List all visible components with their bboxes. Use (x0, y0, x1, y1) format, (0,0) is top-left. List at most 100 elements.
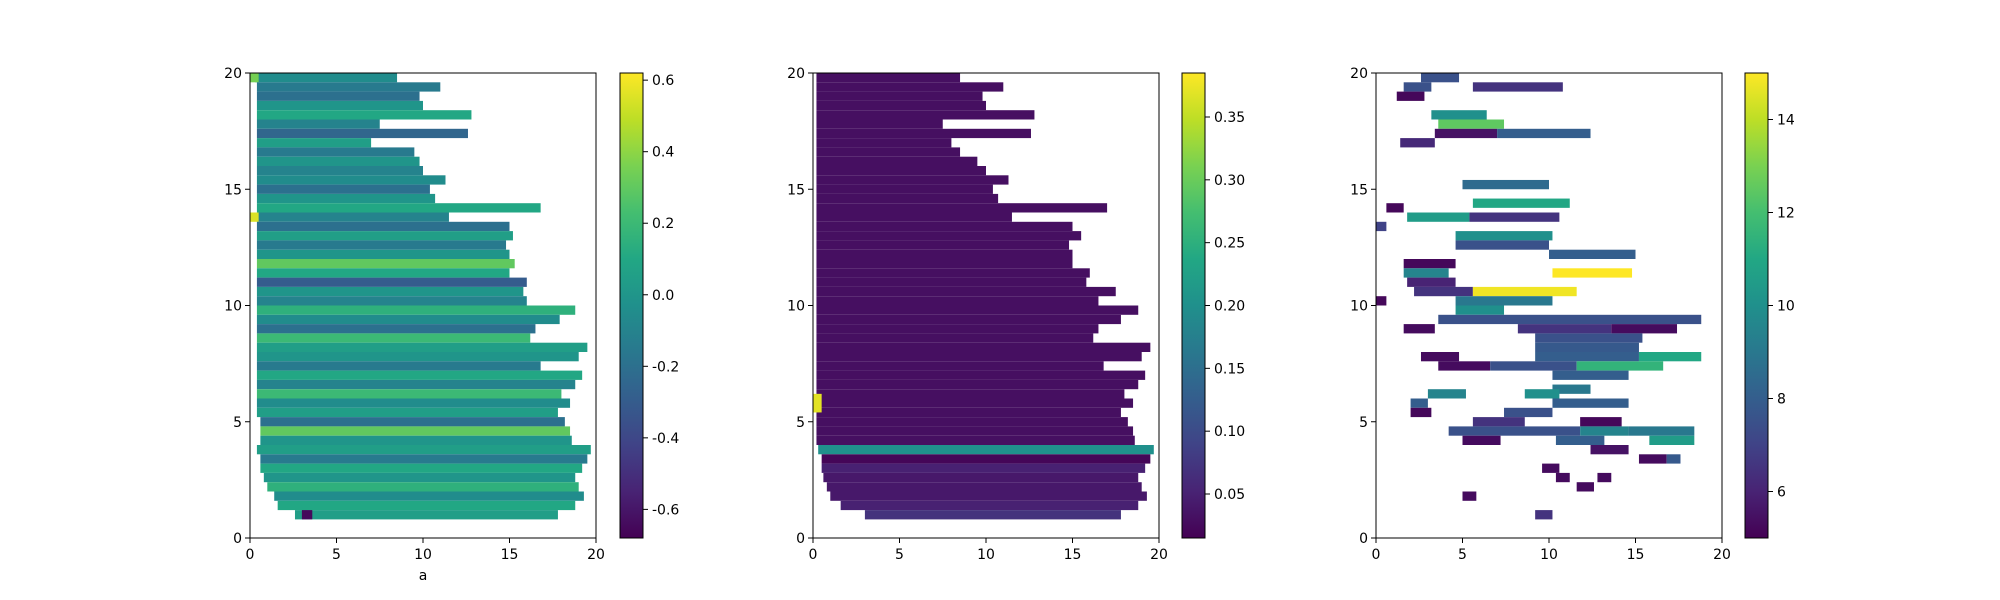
panel-3-cell (1462, 435, 1501, 445)
panel-3-cell (1438, 119, 1505, 129)
panel-1-cell (256, 249, 510, 259)
panel-2-cell (816, 324, 1099, 334)
panel-1-cell (260, 454, 588, 464)
panel-3-ytick-label: 20 (1350, 66, 1368, 82)
panel-3-cell (1396, 91, 1425, 101)
panel-3-xtick-label: 10 (1540, 547, 1558, 563)
panel-2-cell (816, 100, 986, 111)
panel-1-cell (256, 324, 536, 334)
panel-3-colorbar-tick-label: 12 (1777, 206, 1795, 222)
panel-2-cell (816, 389, 1125, 399)
panel-3-colorbar-tick-label: 6 (1777, 485, 1786, 501)
panel-3-cell (1420, 73, 1460, 83)
panel-2-cell (816, 370, 1146, 380)
panel-2-colorbar-tick-label: 0.30 (1214, 173, 1245, 189)
panel-2-cell (816, 240, 1070, 250)
panel-1-ytick-label: 10 (224, 299, 242, 315)
panel-2-xtick-label: 15 (1064, 547, 1082, 563)
panel-1-cell (301, 510, 313, 520)
panel-3-cell (1472, 82, 1563, 92)
panel-3-cell (1431, 110, 1487, 120)
panel-3-cell (1535, 342, 1639, 352)
panel-1-cell (250, 73, 259, 83)
panel-3-cell (1649, 435, 1695, 445)
panel-2-cell (816, 82, 1004, 92)
panel-2-xtick-label: 20 (1150, 547, 1168, 563)
panel-2-cell (816, 156, 978, 166)
panel-3-cell (1552, 370, 1629, 380)
panel-2-cell (823, 472, 1139, 483)
panel-1-cell (256, 379, 576, 390)
panel-3-cell (1448, 426, 1581, 436)
panel-1-cell (256, 296, 527, 306)
panel-2-cell (816, 73, 961, 83)
panel-1-cell (256, 333, 531, 343)
panel-3-cells (1376, 73, 1702, 520)
panel-3-cell (1462, 491, 1477, 501)
panel-1-cell (256, 352, 579, 362)
panel-1-cell (256, 314, 560, 325)
panel-1-ytick-label: 0 (233, 531, 242, 547)
panel-2-ytick-label: 20 (787, 66, 805, 82)
panel-1-colorbar (619, 72, 644, 539)
panel-2-colorbar-tick-label: 0.25 (1214, 236, 1245, 252)
panel-2-cell (816, 231, 1082, 241)
panel-2-cell (816, 212, 1012, 222)
panel-3-cell (1403, 324, 1435, 334)
panel-1-cell (256, 277, 527, 287)
panel-1-cell (256, 119, 380, 129)
panel-3-cell (1455, 296, 1553, 306)
panel-1-cell (256, 212, 449, 222)
panel-1-cell (256, 361, 541, 371)
panel-2-cell (816, 379, 1139, 390)
panel-2-cell (821, 463, 1146, 473)
panel-2-cell (816, 184, 993, 194)
panel-3-cell (1580, 417, 1622, 427)
panel-1-colorbar-tick-label: -0.2 (652, 359, 679, 375)
panel-2-ytick-label: 5 (796, 415, 805, 431)
panel-3-xtick-label: 15 (1627, 547, 1645, 563)
panel-1-cell (263, 472, 576, 483)
panel-3-cell (1666, 454, 1681, 464)
panel-3-cell (1549, 249, 1636, 259)
panel-3-cell (1403, 82, 1432, 92)
panel-1-cell (256, 203, 541, 213)
panel-1-xtick-label: 15 (501, 547, 519, 563)
panel-2-cell (816, 221, 1073, 232)
panel-3-cell (1555, 435, 1605, 445)
panel-2-colorbar-tick-label: 0.10 (1214, 424, 1245, 440)
panel-3-cell (1455, 231, 1553, 241)
panel-3-ytick-label: 5 (1359, 415, 1368, 431)
panel-2-cell (816, 203, 1108, 213)
panel-3-cell (1555, 472, 1570, 483)
panel-1-cell (250, 212, 259, 222)
panel-2-cell (821, 454, 1151, 464)
panel-1-cell (256, 175, 446, 185)
panel-3-cell (1552, 398, 1629, 408)
panel-3-cell (1376, 296, 1387, 306)
panel-2-cell (813, 393, 822, 413)
panel-3-cell (1597, 472, 1612, 483)
panel-2-colorbar-tick-label: 0.15 (1214, 361, 1245, 377)
panel-3-colorbar-tick-label: 8 (1777, 392, 1786, 408)
panel-2-cell (816, 407, 1121, 418)
panel-3-cell (1517, 324, 1612, 334)
panel-1-cell (256, 259, 515, 269)
panel-2-cell (816, 249, 1073, 259)
panel-3-ytick-label: 15 (1350, 182, 1368, 198)
panel-1-cell (256, 156, 420, 166)
panel-2-cell (816, 426, 1134, 436)
panel-1-cell (256, 128, 468, 139)
panel-1-colorbar-tick-label: -0.6 (652, 502, 679, 518)
panel-2-cell (816, 119, 943, 129)
panel-3-cell (1455, 305, 1505, 315)
panel-3-cell (1535, 510, 1553, 520)
panel-1-cell (260, 417, 565, 427)
panel-1-colorbar-tick-label: 0.6 (652, 73, 674, 89)
panel-2-cell (816, 277, 1087, 287)
panel-3-cell (1638, 454, 1667, 464)
panel-2-cells (813, 73, 1154, 520)
panel-3-cell (1434, 128, 1498, 139)
panel-1-ytick-label: 20 (224, 66, 242, 82)
panel-3-cell (1414, 286, 1473, 297)
